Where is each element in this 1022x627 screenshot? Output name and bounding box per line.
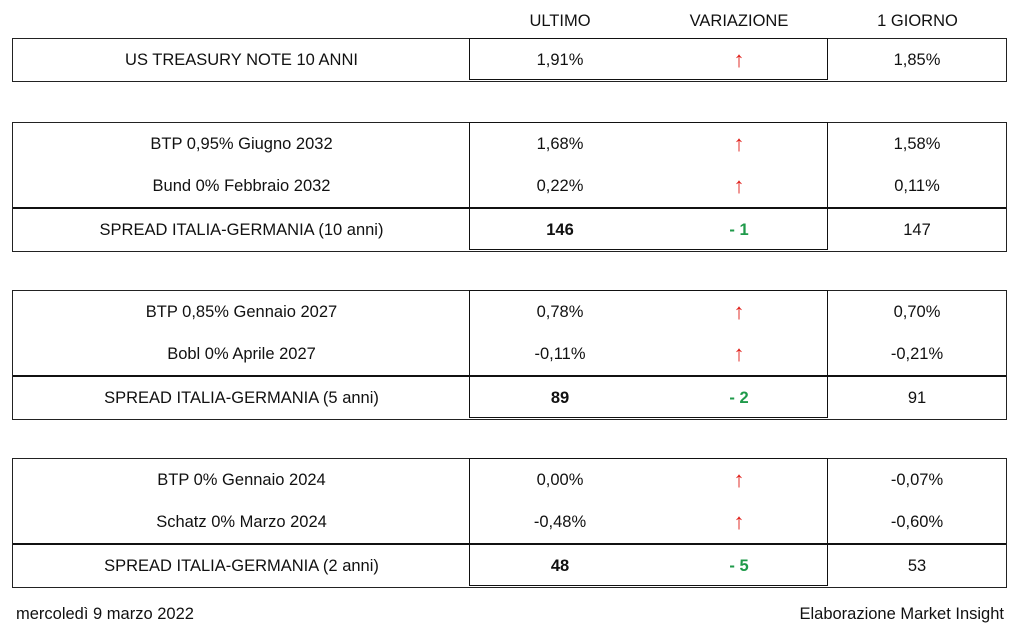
- table-row: Bobl 0% Aprile 2027 -0,11% ↑ -0,21%: [13, 333, 1006, 375]
- variazione-cell: ↑: [650, 291, 828, 333]
- giorno-value: 0,70%: [893, 302, 941, 321]
- spread-variazione-value: - 5: [729, 556, 749, 575]
- spread-row: SPREAD ITALIA-GERMANIA (2 anni) 48 - 5 5…: [13, 543, 1006, 587]
- variazione-cell: ↑: [650, 165, 828, 207]
- variazione-cell: ↑: [650, 501, 828, 543]
- up-arrow-icon: ↑: [733, 131, 745, 156]
- spread-giorno-value: 147: [903, 220, 931, 239]
- footer-credit: Elaborazione Market Insight: [799, 605, 1004, 623]
- giorno-value: -0,21%: [890, 344, 944, 363]
- spread-table-5-anni: BTP 0,85% Gennaio 2027 0,78% ↑ 0,70% Bob…: [12, 289, 1007, 420]
- column-header-variazione: VARIAZIONE: [689, 12, 789, 30]
- up-arrow-icon: ↑: [733, 341, 745, 366]
- column-header-ultimo: ULTIMO: [529, 12, 591, 30]
- treasury-table: US TREASURY NOTE 10 ANNI 1,91% ↑ 1,85%: [12, 37, 1007, 82]
- spread-row: SPREAD ITALIA-GERMANIA (5 anni) 89 - 2 9…: [13, 375, 1006, 419]
- ultimo-value: -0,11%: [534, 344, 586, 363]
- row-name: Schatz 0% Marzo 2024: [156, 512, 327, 531]
- spread-table-10-anni: BTP 0,95% Giugno 2032 1,68% ↑ 1,58% Bund…: [12, 121, 1007, 252]
- up-arrow-icon: ↑: [733, 467, 745, 492]
- spread-ultimo-value: 48: [550, 556, 570, 575]
- variazione-cell: ↑: [650, 459, 828, 501]
- variazione-cell: ↑: [650, 123, 828, 165]
- up-arrow-icon: ↑: [733, 509, 745, 534]
- row-name: BTP 0% Gennaio 2024: [157, 470, 326, 489]
- ultimo-value: 1,68%: [536, 134, 584, 153]
- spread-ultimo-value: 146: [546, 220, 574, 239]
- up-arrow-icon: ↑: [733, 47, 745, 72]
- spread-giorno-value: 53: [907, 556, 927, 575]
- spread-variazione-value: - 1: [729, 220, 749, 239]
- table-row: BTP 0,95% Giugno 2032 1,68% ↑ 1,58%: [13, 123, 1006, 165]
- column-header-1-giorno: 1 GIORNO: [877, 12, 958, 30]
- spread-name: SPREAD ITALIA-GERMANIA (2 anni): [104, 556, 379, 575]
- table-row: BTP 0% Gennaio 2024 0,00% ↑ -0,07%: [13, 459, 1006, 501]
- up-arrow-icon: ↑: [733, 299, 745, 324]
- spread-name: SPREAD ITALIA-GERMANIA (10 anni): [99, 220, 384, 239]
- row-name: US TREASURY NOTE 10 ANNI: [125, 50, 358, 69]
- giorno-value: -0,60%: [890, 512, 944, 531]
- table-row: BTP 0,85% Gennaio 2027 0,78% ↑ 0,70%: [13, 291, 1006, 333]
- spread-name: SPREAD ITALIA-GERMANIA (5 anni): [104, 388, 379, 407]
- up-arrow-icon: ↑: [733, 173, 745, 198]
- footer-date: mercoledì 9 marzo 2022: [16, 605, 194, 623]
- ultimo-value: 0,78%: [536, 302, 584, 321]
- giorno-value: 0,11%: [894, 176, 940, 195]
- giorno-value: 1,85%: [893, 50, 941, 69]
- ultimo-value: 0,22%: [536, 176, 584, 195]
- giorno-value: -0,07%: [890, 470, 944, 489]
- variazione-cell: ↑: [650, 333, 828, 375]
- ultimo-value: 1,91%: [536, 50, 584, 69]
- row-name: Bund 0% Febbraio 2032: [152, 176, 331, 195]
- ultimo-value: 0,00%: [536, 470, 584, 489]
- row-name: BTP 0,95% Giugno 2032: [150, 134, 333, 153]
- spread-giorno-value: 91: [907, 388, 927, 407]
- row-name: Bobl 0% Aprile 2027: [167, 344, 316, 363]
- spread-ultimo-value: 89: [550, 388, 570, 407]
- spread-variazione-value: - 2: [729, 388, 749, 407]
- spread-row: SPREAD ITALIA-GERMANIA (10 anni) 146 - 1…: [13, 207, 1006, 251]
- row-name: BTP 0,85% Gennaio 2027: [145, 302, 338, 321]
- ultimo-value: -0,48%: [533, 512, 587, 531]
- giorno-value: 1,58%: [893, 134, 941, 153]
- table-row: Schatz 0% Marzo 2024 -0,48% ↑ -0,60%: [13, 501, 1006, 543]
- spread-table-2-anni: BTP 0% Gennaio 2024 0,00% ↑ -0,07% Schat…: [12, 457, 1007, 588]
- table-row: Bund 0% Febbraio 2032 0,22% ↑ 0,11%: [13, 165, 1006, 207]
- variazione-cell: ↑: [650, 39, 828, 81]
- table-row-treasury: US TREASURY NOTE 10 ANNI 1,91% ↑ 1,85%: [13, 39, 1006, 81]
